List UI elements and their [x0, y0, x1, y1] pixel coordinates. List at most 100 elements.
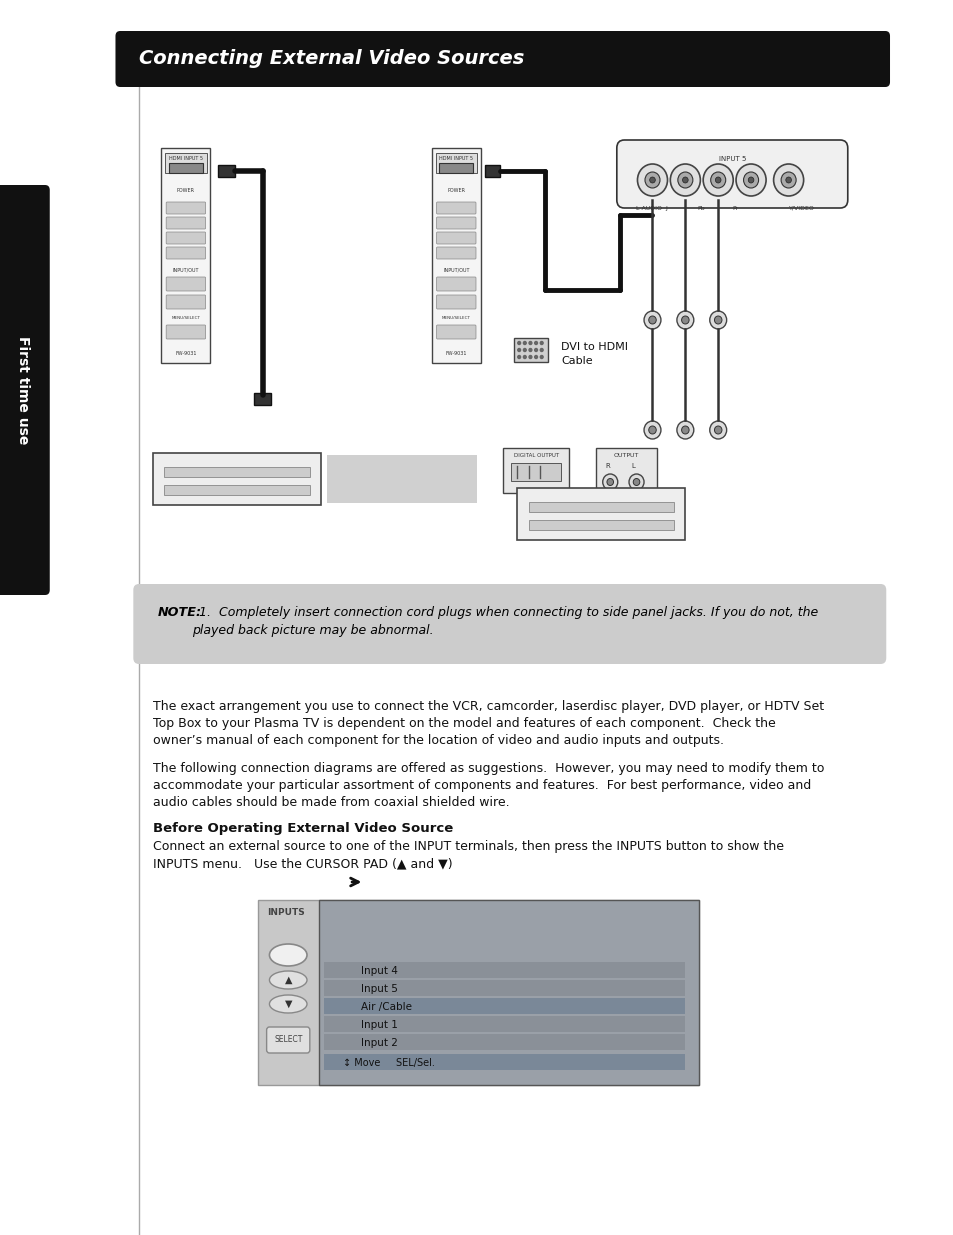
FancyBboxPatch shape — [436, 295, 476, 309]
Text: DIGITAL OUTPUT: DIGITAL OUTPUT — [513, 453, 558, 458]
Circle shape — [670, 164, 700, 196]
Circle shape — [606, 478, 613, 485]
Circle shape — [680, 426, 688, 433]
Text: INPUT/OUT: INPUT/OUT — [172, 268, 199, 273]
Text: Connect an external source to one of the INPUT terminals, then press the INPUTS : Connect an external source to one of the… — [152, 840, 783, 853]
Circle shape — [529, 348, 531, 352]
FancyBboxPatch shape — [324, 962, 684, 978]
Circle shape — [747, 177, 753, 183]
FancyBboxPatch shape — [485, 165, 500, 177]
Text: Pb: Pb — [697, 206, 704, 211]
FancyBboxPatch shape — [502, 448, 568, 493]
FancyBboxPatch shape — [115, 31, 889, 86]
Circle shape — [517, 342, 520, 345]
Text: Y/VIDEO: Y/VIDEO — [788, 206, 814, 211]
Circle shape — [714, 316, 721, 324]
Text: Input 2: Input 2 — [361, 1037, 398, 1049]
Circle shape — [714, 426, 721, 433]
Circle shape — [517, 348, 520, 352]
Circle shape — [702, 164, 733, 196]
FancyBboxPatch shape — [166, 247, 206, 259]
FancyBboxPatch shape — [166, 217, 206, 228]
Circle shape — [539, 342, 542, 345]
FancyBboxPatch shape — [517, 488, 684, 540]
Text: Input 1: Input 1 — [361, 1020, 398, 1030]
Circle shape — [523, 342, 526, 345]
Text: L: L — [631, 463, 635, 469]
FancyBboxPatch shape — [258, 900, 699, 1086]
FancyBboxPatch shape — [165, 153, 207, 173]
FancyBboxPatch shape — [161, 148, 210, 363]
Circle shape — [534, 356, 537, 358]
Text: INPUT 5: INPUT 5 — [718, 156, 745, 162]
Circle shape — [715, 177, 720, 183]
FancyBboxPatch shape — [166, 203, 206, 214]
FancyBboxPatch shape — [152, 453, 321, 505]
FancyBboxPatch shape — [324, 981, 684, 995]
FancyBboxPatch shape — [133, 584, 885, 664]
Text: audio cables should be made from coaxial shielded wire.: audio cables should be made from coaxial… — [152, 797, 509, 809]
Text: FW-9031: FW-9031 — [445, 351, 467, 356]
FancyBboxPatch shape — [166, 232, 206, 245]
Circle shape — [781, 172, 796, 188]
Text: POWER: POWER — [447, 188, 465, 193]
FancyBboxPatch shape — [164, 485, 310, 495]
FancyBboxPatch shape — [0, 185, 50, 595]
Text: Cable: Cable — [560, 356, 593, 366]
Text: DVI to HDMI: DVI to HDMI — [560, 342, 628, 352]
FancyBboxPatch shape — [166, 295, 206, 309]
FancyBboxPatch shape — [514, 338, 548, 362]
Text: MENU/SELECT: MENU/SELECT — [172, 316, 200, 320]
Circle shape — [678, 172, 692, 188]
Circle shape — [539, 356, 542, 358]
Text: INPUTS menu.   Use the CURSOR PAD (▲ and ▼): INPUTS menu. Use the CURSOR PAD (▲ and ▼… — [152, 857, 452, 869]
FancyBboxPatch shape — [436, 247, 476, 259]
Text: INPUT/OUT: INPUT/OUT — [442, 268, 469, 273]
Text: The following connection diagrams are offered as suggestions.  However, you may : The following connection diagrams are of… — [152, 762, 823, 776]
Text: ▼: ▼ — [284, 999, 292, 1009]
Circle shape — [677, 311, 693, 329]
FancyBboxPatch shape — [166, 325, 206, 338]
FancyBboxPatch shape — [436, 203, 476, 214]
Ellipse shape — [269, 944, 307, 966]
Circle shape — [681, 177, 687, 183]
FancyBboxPatch shape — [326, 454, 476, 503]
Text: Connecting External Video Sources: Connecting External Video Sources — [139, 49, 524, 68]
Text: ↕ Move     SEL/Sel.: ↕ Move SEL/Sel. — [342, 1058, 435, 1068]
FancyBboxPatch shape — [436, 325, 476, 338]
Text: Input 4: Input 4 — [361, 966, 398, 976]
Text: Air /Cable: Air /Cable — [361, 1002, 412, 1011]
Circle shape — [644, 172, 659, 188]
Text: Before Operating External Video Source: Before Operating External Video Source — [152, 823, 453, 835]
FancyBboxPatch shape — [169, 163, 203, 173]
Circle shape — [709, 311, 726, 329]
Circle shape — [643, 421, 660, 438]
Text: owner’s manual of each component for the location of video and audio inputs and : owner’s manual of each component for the… — [152, 734, 723, 747]
Text: The exact arrangement you use to connect the VCR, camcorder, laserdisc player, D: The exact arrangement you use to connect… — [152, 700, 823, 713]
Text: OUTPUT: OUTPUT — [613, 453, 639, 458]
Circle shape — [534, 342, 537, 345]
FancyBboxPatch shape — [319, 900, 699, 1086]
Text: FW-9031: FW-9031 — [175, 351, 196, 356]
FancyBboxPatch shape — [439, 163, 473, 173]
Text: SELECT: SELECT — [274, 1035, 302, 1045]
Circle shape — [539, 348, 542, 352]
FancyBboxPatch shape — [164, 467, 310, 477]
Text: First time use: First time use — [15, 336, 30, 445]
Circle shape — [773, 164, 802, 196]
FancyBboxPatch shape — [528, 501, 674, 513]
Circle shape — [523, 348, 526, 352]
Circle shape — [602, 474, 618, 490]
Circle shape — [736, 164, 765, 196]
Text: L AUDIO  J: L AUDIO J — [635, 206, 667, 211]
FancyBboxPatch shape — [436, 153, 476, 173]
Text: NOTE:: NOTE: — [157, 606, 202, 619]
FancyBboxPatch shape — [324, 998, 684, 1014]
Text: 1.  Completely insert connection cord plugs when connecting to side panel jacks.: 1. Completely insert connection cord plu… — [199, 606, 818, 619]
Text: MENU/SELECT: MENU/SELECT — [441, 316, 470, 320]
Circle shape — [628, 474, 643, 490]
Circle shape — [680, 316, 688, 324]
FancyBboxPatch shape — [254, 393, 271, 405]
FancyBboxPatch shape — [436, 232, 476, 245]
FancyBboxPatch shape — [436, 277, 476, 291]
